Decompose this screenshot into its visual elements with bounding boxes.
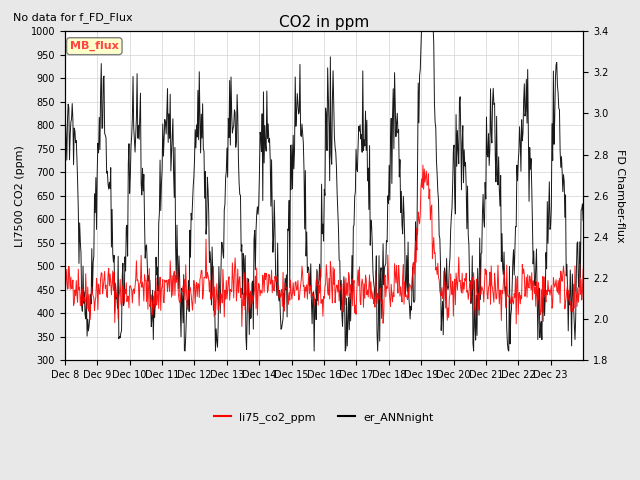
Title: CO2 in ppm: CO2 in ppm: [279, 15, 369, 30]
Text: MB_flux: MB_flux: [70, 41, 118, 51]
Text: No data for f_FD_Flux: No data for f_FD_Flux: [13, 12, 132, 23]
Legend: li75_co2_ppm, er_ANNnight: li75_co2_ppm, er_ANNnight: [209, 408, 438, 427]
Y-axis label: FD Chamber-flux: FD Chamber-flux: [615, 149, 625, 242]
Y-axis label: LI7500 CO2 (ppm): LI7500 CO2 (ppm): [15, 145, 25, 247]
